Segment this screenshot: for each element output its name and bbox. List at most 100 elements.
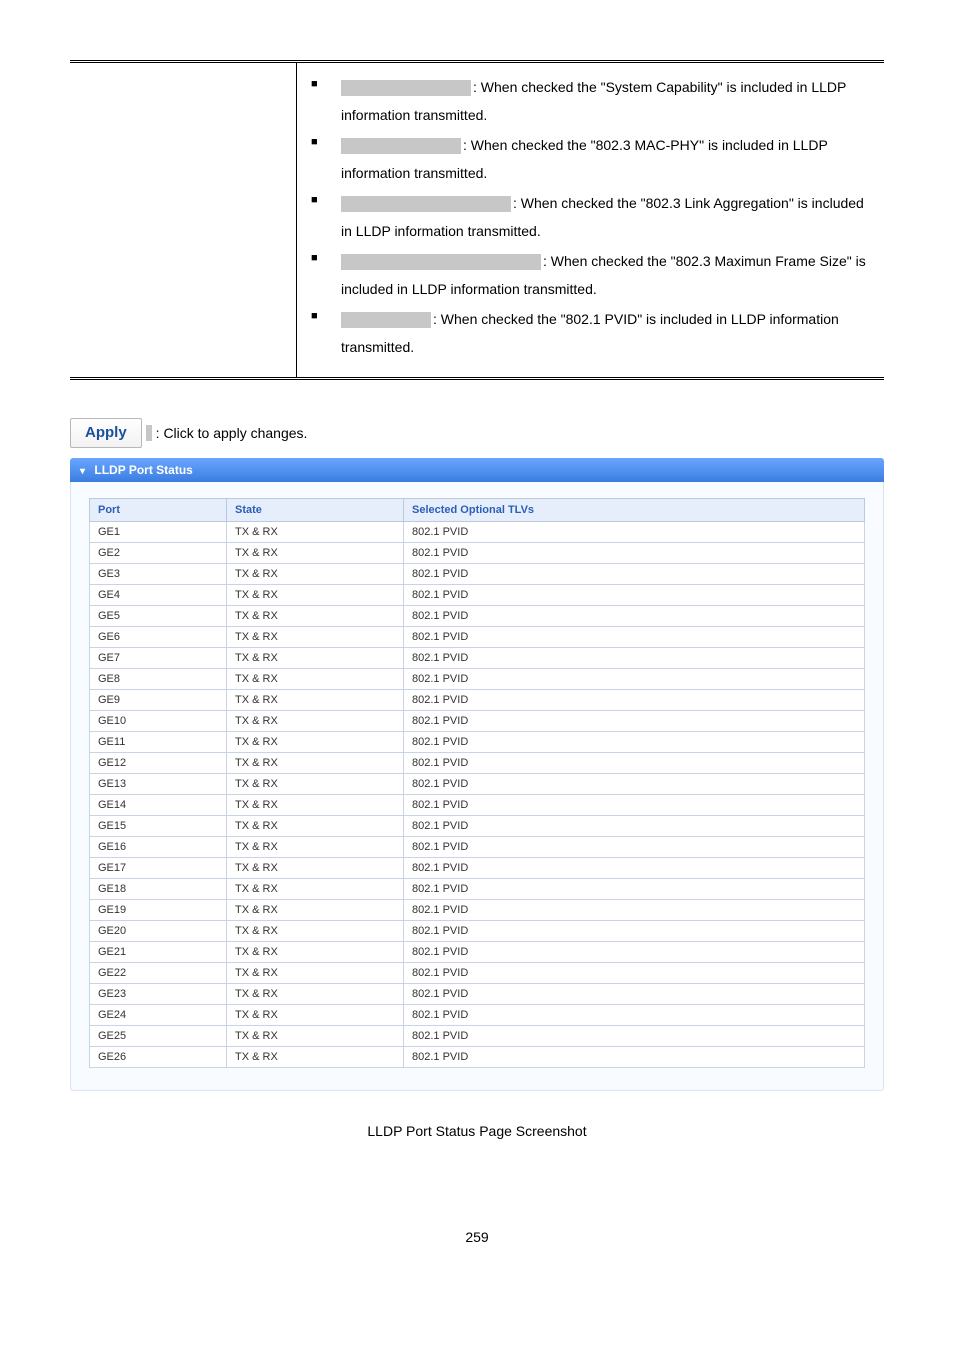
cell-tlvs: 802.1 PVID xyxy=(404,900,865,921)
cell-port: GE16 xyxy=(90,837,227,858)
cell-port: GE2 xyxy=(90,543,227,564)
cell-tlvs: 802.1 PVID xyxy=(404,669,865,690)
table-row: GE7TX & RX802.1 PVID xyxy=(90,648,865,669)
cell-tlvs: 802.1 PVID xyxy=(404,858,865,879)
cell-tlvs: 802.1 PVID xyxy=(404,879,865,900)
cell-tlvs: 802.1 PVID xyxy=(404,837,865,858)
cell-tlvs: 802.1 PVID xyxy=(404,816,865,837)
cell-state: TX & RX xyxy=(227,606,404,627)
table-row: GE5TX & RX802.1 PVID xyxy=(90,606,865,627)
cell-port: GE14 xyxy=(90,795,227,816)
cell-port: GE13 xyxy=(90,774,227,795)
cell-port: GE7 xyxy=(90,648,227,669)
cell-state: TX & RX xyxy=(227,627,404,648)
cell-state: TX & RX xyxy=(227,942,404,963)
table-row: GE21TX & RX802.1 PVID xyxy=(90,942,865,963)
cell-state: TX & RX xyxy=(227,711,404,732)
table-row: GE23TX & RX802.1 PVID xyxy=(90,984,865,1005)
table-row: GE24TX & RX802.1 PVID xyxy=(90,1005,865,1026)
table-row: GE1TX & RX802.1 PVID xyxy=(90,522,865,543)
cell-tlvs: 802.1 PVID xyxy=(404,942,865,963)
table-row: GE15TX & RX802.1 PVID xyxy=(90,816,865,837)
cell-tlvs: 802.1 PVID xyxy=(404,522,865,543)
figure-caption: LLDP Port Status Page Screenshot xyxy=(70,1123,884,1139)
cell-state: TX & RX xyxy=(227,858,404,879)
cell-state: TX & RX xyxy=(227,921,404,942)
tlv-bullet-item: : When checked the "802.1 PVID" is inclu… xyxy=(305,305,876,361)
table-row: GE26TX & RX802.1 PVID xyxy=(90,1047,865,1068)
cell-state: TX & RX xyxy=(227,1005,404,1026)
cell-port: GE21 xyxy=(90,942,227,963)
cell-port: GE9 xyxy=(90,690,227,711)
cell-port: GE10 xyxy=(90,711,227,732)
desc-right-cell: : When checked the "System Capability" i… xyxy=(297,62,885,379)
table-row: GE20TX & RX802.1 PVID xyxy=(90,921,865,942)
lldp-port-status-header[interactable]: ▾ LLDP Port Status xyxy=(70,458,884,482)
tlv-bullet-list: : When checked the "System Capability" i… xyxy=(305,73,876,361)
cell-port: GE6 xyxy=(90,627,227,648)
table-row: GE8TX & RX802.1 PVID xyxy=(90,669,865,690)
tlv-label-highlight xyxy=(341,138,461,154)
cell-tlvs: 802.1 PVID xyxy=(404,921,865,942)
cell-tlvs: 802.1 PVID xyxy=(404,732,865,753)
cell-tlvs: 802.1 PVID xyxy=(404,1005,865,1026)
cell-state: TX & RX xyxy=(227,669,404,690)
cell-port: GE11 xyxy=(90,732,227,753)
table-row: GE11TX & RX802.1 PVID xyxy=(90,732,865,753)
cell-port: GE5 xyxy=(90,606,227,627)
table-row: GE4TX & RX802.1 PVID xyxy=(90,585,865,606)
table-row: GE2TX & RX802.1 PVID xyxy=(90,543,865,564)
cell-port: GE17 xyxy=(90,858,227,879)
cell-state: TX & RX xyxy=(227,1026,404,1047)
cell-state: TX & RX xyxy=(227,963,404,984)
cell-state: TX & RX xyxy=(227,585,404,606)
cell-tlvs: 802.1 PVID xyxy=(404,984,865,1005)
table-row: GE10TX & RX802.1 PVID xyxy=(90,711,865,732)
cell-tlvs: 802.1 PVID xyxy=(404,795,865,816)
tlv-bullet-item: : When checked the "802.3 Link Aggregati… xyxy=(305,189,876,245)
col-header-port: Port xyxy=(90,499,227,522)
table-row: GE25TX & RX802.1 PVID xyxy=(90,1026,865,1047)
cell-tlvs: 802.1 PVID xyxy=(404,1047,865,1068)
apply-button[interactable]: Apply xyxy=(70,418,142,448)
cell-port: GE1 xyxy=(90,522,227,543)
cell-state: TX & RX xyxy=(227,564,404,585)
cell-state: TX & RX xyxy=(227,795,404,816)
tlv-bullet-item: : When checked the "System Capability" i… xyxy=(305,73,876,129)
table-header-row: Port State Selected Optional TLVs xyxy=(90,499,865,522)
cell-tlvs: 802.1 PVID xyxy=(404,963,865,984)
table-row: GE22TX & RX802.1 PVID xyxy=(90,963,865,984)
cell-port: GE3 xyxy=(90,564,227,585)
cell-port: GE20 xyxy=(90,921,227,942)
table-row: GE17TX & RX802.1 PVID xyxy=(90,858,865,879)
table-row: GE14TX & RX802.1 PVID xyxy=(90,795,865,816)
cell-tlvs: 802.1 PVID xyxy=(404,627,865,648)
table-row: GE19TX & RX802.1 PVID xyxy=(90,900,865,921)
cell-port: GE19 xyxy=(90,900,227,921)
tlv-label-highlight xyxy=(341,312,431,328)
cell-port: GE4 xyxy=(90,585,227,606)
cell-tlvs: 802.1 PVID xyxy=(404,606,865,627)
col-header-state: State xyxy=(227,499,404,522)
cell-tlvs: 802.1 PVID xyxy=(404,648,865,669)
cell-port: GE25 xyxy=(90,1026,227,1047)
table-row: GE6TX & RX802.1 PVID xyxy=(90,627,865,648)
cell-tlvs: 802.1 PVID xyxy=(404,1026,865,1047)
cell-state: TX & RX xyxy=(227,753,404,774)
cell-port: GE8 xyxy=(90,669,227,690)
apply-highlight xyxy=(146,425,152,441)
cell-port: GE15 xyxy=(90,816,227,837)
chevron-down-icon: ▾ xyxy=(80,466,85,477)
table-row: GE12TX & RX802.1 PVID xyxy=(90,753,865,774)
cell-state: TX & RX xyxy=(227,774,404,795)
cell-tlvs: 802.1 PVID xyxy=(404,564,865,585)
cell-state: TX & RX xyxy=(227,984,404,1005)
tlv-label-highlight xyxy=(341,80,471,96)
cell-state: TX & RX xyxy=(227,816,404,837)
cell-tlvs: 802.1 PVID xyxy=(404,753,865,774)
cell-state: TX & RX xyxy=(227,1047,404,1068)
cell-state: TX & RX xyxy=(227,648,404,669)
cell-state: TX & RX xyxy=(227,690,404,711)
cell-state: TX & RX xyxy=(227,543,404,564)
cell-state: TX & RX xyxy=(227,879,404,900)
